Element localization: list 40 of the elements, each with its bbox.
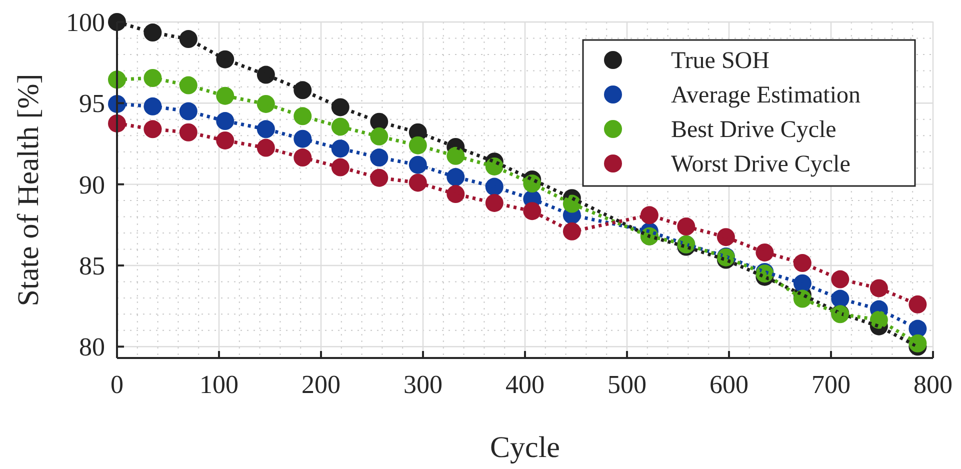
- point: [179, 30, 198, 48]
- y-tick-label: 90: [79, 170, 105, 200]
- point: [256, 94, 275, 113]
- y-tick-label: 85: [79, 251, 105, 280]
- x-axis-title: Cycle: [490, 431, 560, 464]
- point: [756, 243, 774, 262]
- x-tick-label: 200: [302, 370, 340, 399]
- point: [370, 127, 388, 146]
- legend-label: Average Estimation: [671, 82, 860, 108]
- point: [256, 120, 275, 138]
- point: [716, 228, 735, 246]
- point: [408, 174, 427, 192]
- point: [331, 118, 350, 136]
- y-tick-label: 80: [79, 332, 105, 362]
- x-tick-label: 100: [200, 370, 238, 399]
- point: [446, 185, 465, 204]
- x-tick-label: 700: [812, 370, 850, 399]
- point: [256, 138, 275, 157]
- point: [216, 112, 234, 130]
- legend-label: True SOH: [671, 48, 770, 74]
- legend-label: Worst Drive Cycle: [671, 152, 850, 178]
- point: [908, 334, 927, 352]
- point: [331, 140, 350, 158]
- point: [331, 158, 350, 176]
- x-tick-label: 300: [404, 370, 442, 399]
- x-tick-label: 500: [608, 370, 646, 399]
- point: [216, 86, 234, 105]
- point: [908, 295, 927, 314]
- point: [256, 66, 275, 84]
- x-tick-label: 600: [710, 370, 748, 399]
- y-axis-title: State of Health [%]: [12, 74, 45, 306]
- point: [677, 218, 696, 236]
- point: [216, 131, 234, 150]
- y-tick-label: 100: [66, 8, 105, 37]
- x-tick-label: 0: [110, 370, 124, 399]
- y-tick-label: 95: [79, 89, 105, 118]
- x-tick-label: 400: [506, 370, 544, 399]
- x-tick-label: 800: [914, 370, 952, 399]
- point: [523, 202, 542, 220]
- legend-label: Best Drive Cycle: [671, 117, 836, 143]
